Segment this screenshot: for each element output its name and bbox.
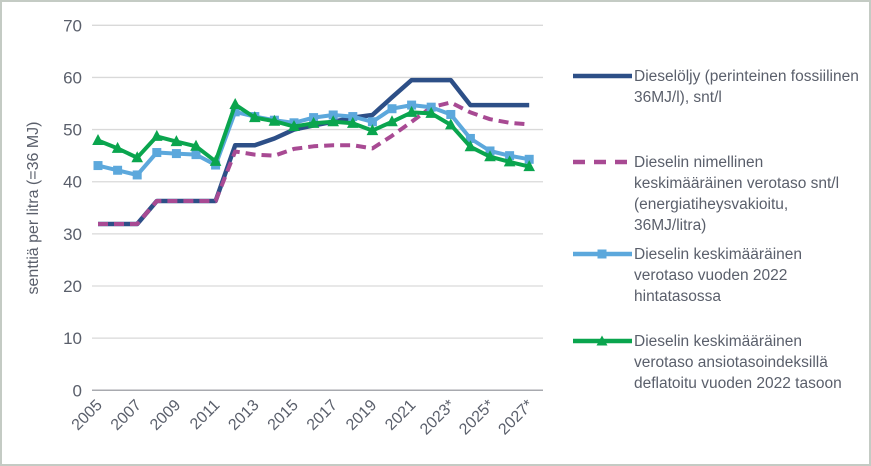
- x-tick-label: 2013: [225, 397, 262, 434]
- x-tick-label: 2005: [69, 397, 106, 434]
- series-marker-triangle: [445, 118, 457, 130]
- legend-label: Dieselöljy (perinteinen fossiilinen 36MJ…: [634, 68, 859, 106]
- series-marker-triangle: [307, 116, 320, 128]
- x-tick-label: 2023*: [417, 397, 459, 439]
- x-tick-label: 2027*: [495, 397, 537, 439]
- series-marker-triangle: [190, 139, 202, 151]
- series-marker-square: [171, 149, 181, 159]
- series-marker-square: [132, 170, 142, 180]
- series-line-1: [98, 100, 530, 226]
- series-marker-square: [387, 104, 397, 114]
- y-tick-label: 0: [73, 381, 82, 400]
- series-marker-triangle: [92, 134, 104, 146]
- series-marker-triangle: [170, 135, 183, 147]
- legend-marker-square: [597, 249, 607, 259]
- series-marker-triangle: [131, 151, 143, 163]
- series-marker-triangle: [405, 105, 418, 117]
- y-tick-label: 30: [63, 225, 82, 244]
- x-tick-label: 2019: [343, 397, 380, 434]
- series-marker-square: [93, 161, 103, 171]
- series-marker-triangle: [484, 150, 496, 162]
- y-tick-label: 60: [63, 68, 82, 87]
- x-tick-label: 2015: [265, 397, 302, 434]
- series-marker-square: [113, 165, 123, 175]
- legend-swatch-triangle-marker: [573, 335, 632, 346]
- legend-swatch-square-marker: [573, 249, 632, 259]
- legend-swatch-line: [573, 73, 632, 79]
- y-tick-label: 20: [63, 277, 82, 296]
- series-marker-triangle: [347, 116, 359, 128]
- series-marker-triangle: [425, 106, 437, 118]
- series-marker-square: [407, 100, 417, 110]
- series-marker-triangle: [327, 115, 339, 127]
- chart-legend: Dieselöljy (perinteinen fossiilinen 36MJ…: [572, 2, 869, 464]
- series-marker-square: [348, 112, 358, 122]
- series-marker-triangle: [386, 115, 398, 127]
- legend-item-verotaso-ansiotasoindeksi: Dieselin keskimääräinen verotaso ansiota…: [572, 331, 862, 394]
- series-marker-triangle: [151, 129, 163, 141]
- x-tick-label: 2009: [147, 397, 184, 434]
- series-marker-triangle: [268, 114, 281, 126]
- y-tick-label: 40: [63, 173, 82, 192]
- series-marker-square: [328, 110, 338, 120]
- series-marker-triangle: [288, 119, 300, 131]
- series-marker-square: [465, 133, 475, 143]
- y-axis-title: senttiä per litra (=36 MJ): [25, 122, 42, 295]
- legend-marker-triangle: [596, 335, 608, 346]
- y-tick-label: 70: [63, 16, 82, 35]
- x-tick-label: 2007: [108, 397, 145, 434]
- legend-item-nimellinen-verotaso: Dieselin nimellinen keskimääräinen verot…: [572, 152, 862, 236]
- legend-label: Dieselin nimellinen keskimääräinen verot…: [634, 154, 840, 234]
- series-marker-triangle: [503, 155, 516, 167]
- series-marker-triangle: [111, 141, 124, 153]
- series-marker-triangle: [229, 98, 241, 110]
- series-marker-triangle: [209, 154, 222, 166]
- legend-swatch-dashed-line: [573, 159, 632, 165]
- series-marker-square: [152, 148, 162, 158]
- series-marker-square: [191, 150, 201, 160]
- legend-item-dieseloljy: Dieselöljy (perinteinen fossiilinen 36MJ…: [572, 66, 862, 108]
- series-marker-square: [367, 117, 377, 127]
- legend-item-verotaso-hintatasossa: Dieselin keskimääräinen verotaso vuoden …: [572, 244, 862, 307]
- series-marker-triangle: [366, 124, 379, 136]
- x-tick-label: 2025*: [456, 397, 498, 439]
- series-marker-square: [230, 107, 240, 117]
- series-marker-triangle: [464, 140, 477, 152]
- x-tick-label: 2017: [304, 397, 341, 434]
- x-tick-label: 2011: [187, 397, 223, 433]
- x-tick-label: 2021: [382, 397, 419, 434]
- y-tick-label: 50: [63, 121, 82, 140]
- series-marker-triangle: [249, 111, 261, 123]
- legend-label: Dieselin keskimääräinen verotaso vuoden …: [634, 246, 802, 305]
- series-marker-triangle: [523, 160, 535, 172]
- series-marker-square: [524, 154, 534, 164]
- y-tick-label: 10: [63, 329, 82, 348]
- legend-label: Dieselin keskimääräinen verotaso ansiota…: [634, 333, 842, 392]
- series-marker-square: [446, 109, 456, 119]
